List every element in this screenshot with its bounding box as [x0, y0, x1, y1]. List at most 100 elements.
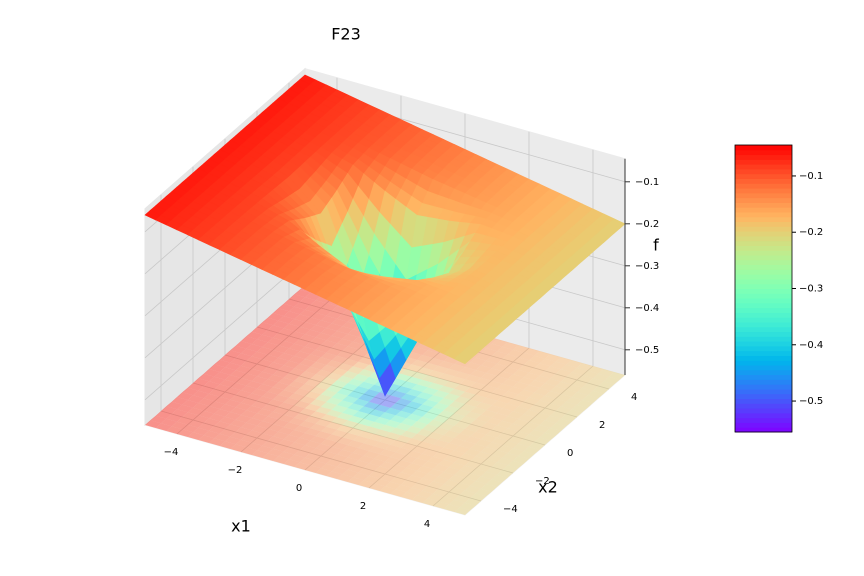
- floor-contour: [577, 387, 593, 396]
- floor-contour: [491, 376, 508, 384]
- floor-contour: [161, 406, 177, 414]
- floor-contour: [470, 382, 487, 390]
- floor-contour: [518, 352, 535, 361]
- floor-contour: [267, 374, 284, 383]
- floor-contour: [358, 431, 375, 439]
- floor-contour: [502, 342, 519, 350]
- floor-contour: [209, 426, 225, 434]
- floor-contour: [438, 496, 455, 505]
- colorbar-swatch: [735, 427, 792, 433]
- colorbar-tick-label: −0.2: [799, 227, 823, 238]
- floor-contour: [507, 411, 524, 419]
- floor-contour: [155, 423, 172, 431]
- floor-contour: [235, 439, 252, 448]
- floor-contour: [289, 368, 305, 376]
- floor-contour: [374, 454, 391, 462]
- floor-contour: [486, 454, 503, 463]
- floor-contour: [337, 474, 353, 482]
- floor-contour: [385, 457, 401, 465]
- colorbar-swatch: [735, 293, 792, 299]
- floor-contour: [518, 451, 535, 459]
- floor-contour: [513, 431, 529, 439]
- floor-contour: [209, 364, 225, 372]
- floor-contour: [566, 409, 583, 417]
- floor-contour: [486, 430, 503, 438]
- floor-contour: [310, 337, 327, 345]
- floor-contour: [507, 374, 524, 382]
- floor-contour: [374, 404, 391, 413]
- floor-contour: [422, 362, 439, 371]
- floor-contour: [283, 397, 300, 406]
- floor-contour: [401, 393, 417, 402]
- floor-contour: [417, 416, 433, 425]
- floor-contour: [305, 379, 321, 387]
- floor-contour: [241, 422, 257, 431]
- colorbar-swatch: [735, 388, 792, 395]
- floor-contour: [283, 434, 300, 443]
- z-tick-label: −0.1: [635, 177, 659, 188]
- floor-contour: [449, 438, 465, 446]
- floor-contour: [193, 427, 209, 436]
- floor-contour: [491, 339, 508, 347]
- floor-contour: [475, 439, 492, 447]
- floor-contour: [321, 451, 337, 459]
- floor-contour: [187, 407, 204, 416]
- floor-contour: [518, 365, 535, 373]
- colorbar-tick-label: −0.5: [799, 396, 823, 407]
- floor-contour: [427, 358, 444, 366]
- floor-contour: [454, 495, 471, 503]
- floor-contour: [171, 409, 188, 417]
- floor-contour: [283, 360, 300, 369]
- floor-contour: [278, 328, 295, 336]
- floor-contour: [379, 412, 396, 420]
- floor-contour: [363, 414, 380, 422]
- floor-contour: [550, 411, 567, 419]
- floor-contour: [358, 480, 375, 488]
- floor-contour: [374, 417, 391, 425]
- floor-contour: [294, 339, 311, 347]
- floor-contour: [518, 426, 535, 435]
- floor-contour: [481, 422, 497, 430]
- floor-contour: [305, 305, 321, 313]
- floor-contour: [299, 457, 316, 466]
- floor-contour: [219, 441, 236, 449]
- floor-contour: [230, 419, 247, 428]
- floor-contour: [246, 405, 263, 414]
- floor-contour: [475, 390, 492, 398]
- floor-contour: [273, 333, 289, 341]
- floor-contour: [529, 442, 545, 450]
- floor-contour: [267, 448, 284, 457]
- floor-contour: [353, 349, 369, 357]
- floor-contour: [310, 448, 327, 456]
- floor-contour: [273, 382, 289, 390]
- floor-contour: [198, 386, 215, 394]
- floor-contour: [491, 474, 508, 483]
- floor-contour: [331, 405, 348, 413]
- floor-contour: [257, 396, 273, 404]
- colorbar-swatch: [735, 422, 792, 428]
- floor-contour: [342, 408, 359, 416]
- floor-contour: [443, 479, 460, 488]
- floor-contour: [497, 408, 513, 416]
- floor-contour: [299, 334, 316, 342]
- floor-contour: [401, 443, 417, 451]
- floor-contour: [262, 416, 279, 424]
- floor-contour: [491, 400, 508, 409]
- floor-contour: [534, 375, 551, 384]
- floor-contour: [470, 456, 487, 464]
- floor-contour: [273, 320, 289, 329]
- colorbar-swatch: [735, 183, 792, 189]
- colorbar: −0.5 −0.4 −0.3 −0.2 −0.1: [734, 144, 823, 433]
- floor-contour: [331, 392, 348, 401]
- floor-contour: [395, 447, 412, 456]
- floor-contour: [454, 384, 471, 392]
- floor-contour: [555, 394, 572, 402]
- floor-contour: [390, 452, 407, 460]
- floor-contour: [267, 387, 284, 395]
- floor-contour: [411, 421, 428, 429]
- floor-contour: [315, 332, 332, 341]
- floor-contour: [598, 381, 615, 389]
- floor-contour: [363, 426, 380, 434]
- floor-contour: [294, 376, 311, 384]
- colorbar-tick-label: −0.3: [799, 284, 823, 295]
